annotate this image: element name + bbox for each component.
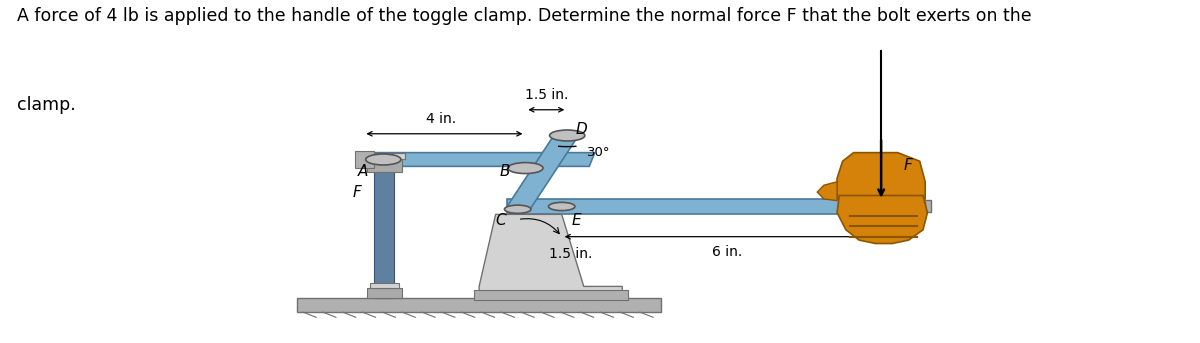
- Text: clamp.: clamp.: [17, 96, 76, 114]
- Polygon shape: [817, 182, 838, 201]
- Polygon shape: [474, 290, 628, 300]
- Polygon shape: [838, 153, 925, 204]
- Text: $B$: $B$: [499, 164, 510, 179]
- Polygon shape: [355, 151, 374, 168]
- Circle shape: [548, 202, 575, 211]
- Circle shape: [366, 154, 401, 165]
- Circle shape: [504, 205, 530, 213]
- Polygon shape: [898, 202, 925, 209]
- Text: 30°: 30°: [587, 146, 611, 159]
- Polygon shape: [358, 153, 595, 166]
- Circle shape: [508, 163, 544, 174]
- Polygon shape: [506, 199, 914, 214]
- Polygon shape: [298, 298, 661, 312]
- Polygon shape: [364, 153, 406, 159]
- Text: $A$: $A$: [358, 164, 370, 179]
- Text: $E$: $E$: [571, 212, 583, 227]
- Circle shape: [550, 130, 584, 141]
- Polygon shape: [370, 283, 398, 288]
- Text: 4 in.: 4 in.: [426, 112, 456, 126]
- Text: $D$: $D$: [575, 121, 588, 137]
- Text: $C$: $C$: [494, 212, 508, 227]
- Polygon shape: [374, 154, 395, 298]
- Polygon shape: [838, 196, 928, 244]
- Text: 1.5 in.: 1.5 in.: [524, 88, 568, 102]
- Polygon shape: [367, 158, 402, 172]
- Polygon shape: [479, 214, 623, 298]
- Text: 1.5 in.: 1.5 in.: [548, 247, 593, 261]
- Polygon shape: [367, 288, 402, 298]
- Text: A force of 4 lb is applied to the handle of the toggle clamp. Determine the norm: A force of 4 lb is applied to the handle…: [17, 7, 1031, 25]
- Polygon shape: [892, 200, 931, 212]
- Text: $F$: $F$: [353, 184, 364, 200]
- Polygon shape: [505, 133, 580, 210]
- Text: 6 in.: 6 in.: [712, 245, 742, 259]
- Text: $F$: $F$: [904, 157, 914, 173]
